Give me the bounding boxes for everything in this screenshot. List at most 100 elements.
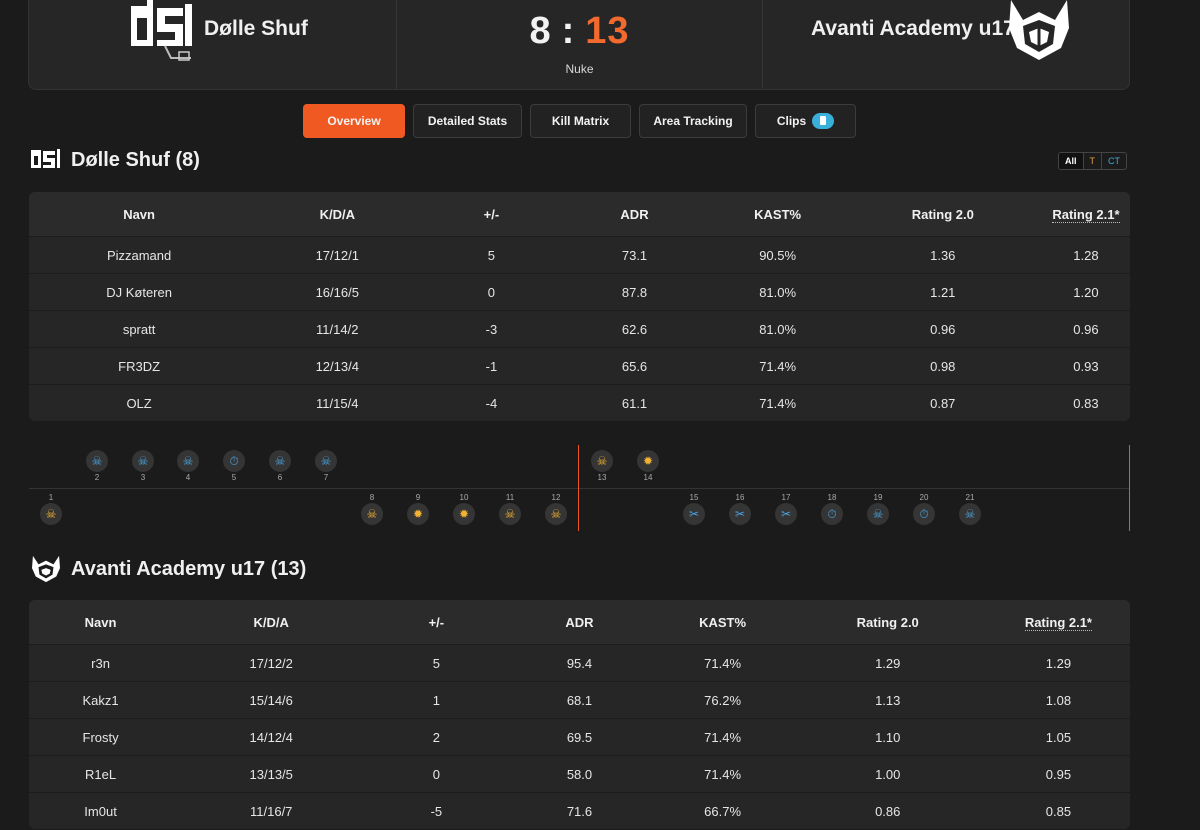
round-9[interactable]: 9 ✹ (403, 492, 433, 525)
defuse-icon: ✂ (729, 503, 751, 525)
round-7[interactable]: ☠ 7 (311, 450, 341, 483)
skull-icon: ☠ (86, 450, 108, 472)
header-label: Navn (123, 206, 155, 222)
round-3[interactable]: ☠ 3 (128, 450, 158, 483)
round-number: 19 (873, 493, 883, 502)
round-number: 16 (735, 493, 745, 502)
round-6[interactable]: ☠ 6 (265, 450, 295, 483)
col-name[interactable]: OLZ (29, 384, 250, 421)
col-adr: 87.8 (557, 273, 712, 311)
score-block: 8:13 Nuke (397, 0, 763, 89)
header-col-plus-minus: +/- (370, 600, 503, 645)
round-12[interactable]: 12 ☠ (541, 492, 571, 525)
col-kda: 17/12/2 (172, 644, 371, 682)
col-plus-minus: 1 (370, 681, 503, 719)
col-name[interactable]: Kakz1 (29, 681, 173, 719)
col-adr: 95.4 (502, 644, 657, 682)
round-13[interactable]: ☠ 13 (587, 450, 617, 483)
filter-t-button[interactable]: T (1084, 153, 1103, 169)
col-rating-21: 0.95 (986, 755, 1130, 793)
round-10[interactable]: 10 ✹ (449, 492, 479, 525)
table-row: OLZ 11/15/4 -4 61.1 71.4% 0.87 0.83 (29, 384, 1130, 421)
col-rating-21: 0.93 (1041, 347, 1130, 385)
view-tabs: Overview Detailed Stats Kill Matrix Area… (303, 104, 856, 138)
header-label: KAST% (699, 614, 747, 630)
timeline-divider (29, 488, 1130, 489)
skull-icon: ☠ (499, 503, 521, 525)
round-2[interactable]: ☠ 2 (82, 450, 112, 483)
col-adr: 71.6 (502, 792, 657, 829)
tab-area-tracking[interactable]: Area Tracking (639, 104, 747, 138)
scoreline: 8:13 (397, 10, 762, 53)
round-number: 1 (48, 493, 54, 502)
skull-icon: ☠ (959, 503, 981, 525)
col-name[interactable]: spratt (29, 310, 250, 348)
col-adr: 69.5 (502, 718, 657, 756)
round-number: 11 (505, 493, 515, 502)
home-team-mini-logo-icon (31, 149, 60, 168)
round-11[interactable]: 11 ☠ (495, 492, 525, 525)
col-kast: 71.4% (711, 384, 844, 421)
filter-ct-button[interactable]: CT (1108, 156, 1121, 166)
header-col-rating-21[interactable]: Rating 2.1* (1041, 192, 1130, 237)
tab-kill-matrix[interactable]: Kill Matrix (530, 104, 631, 138)
round-4[interactable]: ☠ 4 (173, 450, 203, 483)
filter-all-button[interactable]: All (1059, 153, 1084, 169)
col-kast: 66.7% (656, 792, 789, 829)
round-number: 7 (323, 473, 329, 482)
header-col-rating-21[interactable]: Rating 2.1* (986, 600, 1130, 645)
header-label: KAST% (754, 206, 802, 222)
header-label: ADR (620, 206, 649, 222)
round-5[interactable]: ⏱ 5 (219, 450, 249, 483)
col-rating-20: 0.87 (843, 384, 1042, 421)
col-name[interactable]: R1eL (29, 755, 173, 793)
header-col-kda: K/D/A (172, 600, 371, 645)
col-kast: 71.4% (656, 644, 789, 682)
col-plus-minus: -1 (425, 347, 558, 385)
col-rating-20: 1.29 (788, 644, 987, 682)
timer-icon: ⏱ (913, 503, 935, 525)
col-kast: 76.2% (656, 681, 789, 719)
header-col-rating-20: Rating 2.0 (843, 192, 1042, 237)
tab-overview[interactable]: Overview (303, 104, 405, 138)
round-1[interactable]: 1 ☠ (36, 492, 66, 525)
round-14[interactable]: ✹ 14 (633, 450, 663, 483)
round-21[interactable]: 21 ☠ (955, 492, 985, 525)
table-header-row: Navn K/D/A +/- ADR KAST% Rating 2.0 Rating 2.1… (29, 192, 1130, 237)
tab-clips[interactable]: Clips (755, 104, 856, 138)
home-team-block: Dølle Shuf (29, 0, 397, 89)
col-plus-minus: 2 (370, 718, 503, 756)
header-label: K/D/A (253, 614, 289, 630)
header-col-adr: ADR (502, 600, 657, 645)
halftime-marker (578, 445, 579, 531)
score-separator: : (561, 10, 576, 52)
table-header-row: Navn K/D/A +/- ADR KAST% Rating 2.0 Rating 2.1… (29, 600, 1130, 645)
home-team-name: Dølle Shuf (204, 17, 308, 40)
round-18[interactable]: 18 ⏱ (817, 492, 847, 525)
defuse-icon: ✂ (683, 503, 705, 525)
col-name[interactable]: r3n (29, 644, 173, 682)
round-number: 3 (140, 473, 146, 482)
round-20[interactable]: 20 ⏱ (909, 492, 939, 525)
explosion-icon: ✹ (453, 503, 475, 525)
round-19[interactable]: 19 ☠ (863, 492, 893, 525)
col-name[interactable]: Im0ut (29, 792, 173, 829)
col-name[interactable]: FR3DZ (29, 347, 250, 385)
header-label: +/- (428, 614, 445, 630)
col-rating-21: 1.29 (986, 644, 1130, 682)
col-name[interactable]: Frosty (29, 718, 173, 756)
col-kda: 16/16/5 (249, 273, 426, 311)
round-17[interactable]: 17 ✂ (771, 492, 801, 525)
col-name[interactable]: DJ Køteren (29, 273, 250, 311)
col-kast: 90.5% (711, 236, 844, 274)
away-section-title-text: Avanti Academy u17 (13) (71, 557, 307, 580)
away-score: 13 (585, 10, 630, 52)
round-timeline: 1 ☠ ☠ 2 ☠ 3 ☠ 4 ⏱ 5 ☠ 6 ☠ 7 8 ☠ 9 ✹ 10 ✹ 11 ☠ 12 ☠ ☠ 13 ✹ 14 15 ✂ 16 ✂ 1… (29, 440, 1130, 535)
col-plus-minus: 0 (425, 273, 558, 311)
tab-detailed-stats[interactable]: Detailed Stats (413, 104, 522, 138)
round-15[interactable]: 15 ✂ (679, 492, 709, 525)
round-number: 10 (459, 493, 469, 502)
round-16[interactable]: 16 ✂ (725, 492, 755, 525)
col-name[interactable]: Pizzamand (29, 236, 250, 274)
round-8[interactable]: 8 ☠ (357, 492, 387, 525)
